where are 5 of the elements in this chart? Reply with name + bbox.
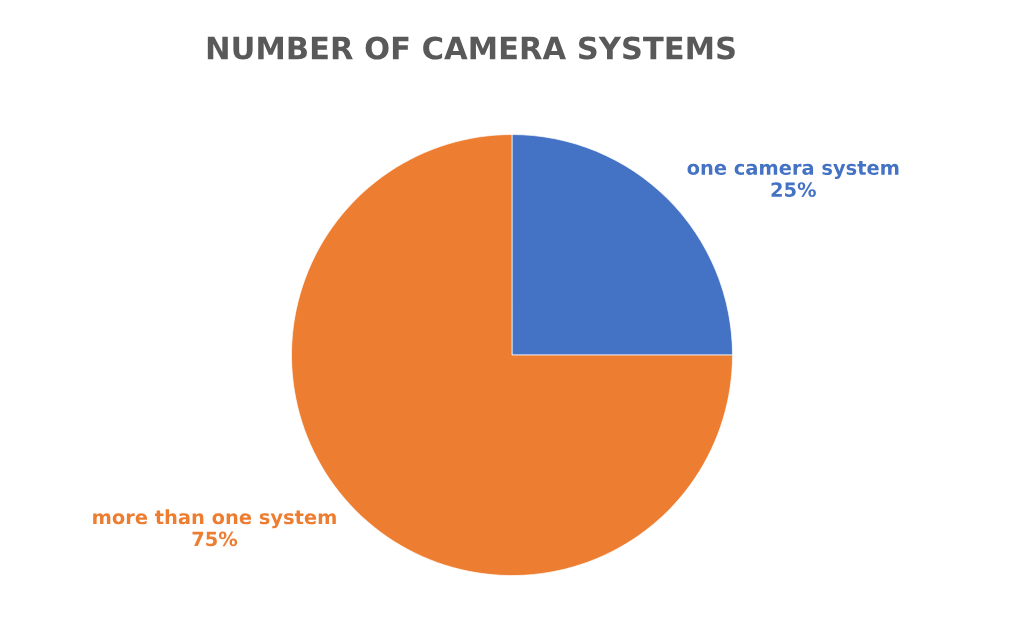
slice-label: one camera system — [687, 161, 899, 179]
data-label: 25% — [771, 182, 816, 197]
data-label: 75% — [192, 531, 238, 547]
slice-label: more than one system — [93, 509, 336, 529]
chart-title: NUMBER OF CAMERA SYSTEMS — [207, 36, 735, 60]
